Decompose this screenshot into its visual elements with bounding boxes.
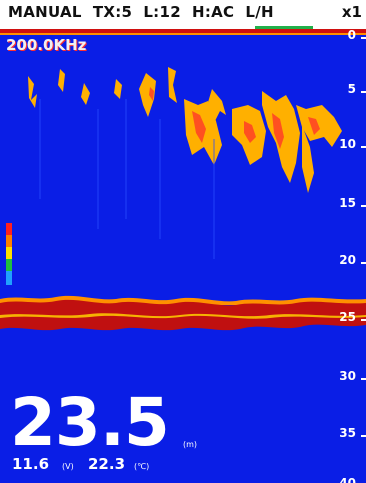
echo-core	[149, 87, 320, 149]
voltage-readout: 11.6	[12, 455, 50, 473]
gain-color-green	[6, 259, 12, 271]
tick-mark	[361, 262, 366, 264]
temperature-readout: 22.3	[88, 455, 126, 473]
noise-streaks	[39, 99, 215, 259]
depth-tick-30: 30	[339, 369, 356, 383]
tick-mark	[361, 146, 366, 148]
tick-mark	[361, 205, 366, 207]
gain-color-yellow	[6, 247, 12, 259]
depth-tick-20: 20	[339, 253, 356, 267]
range-label[interactable]: L/H	[245, 3, 274, 21]
gain-color-blue	[6, 271, 12, 285]
tx-label[interactable]: TX:5	[92, 3, 133, 21]
gain-color-orange	[6, 235, 12, 247]
depth-readout: 23.5	[10, 384, 170, 461]
level-label[interactable]: L:12	[143, 3, 181, 21]
depth-tick-10: 10	[339, 137, 356, 151]
surface-line	[0, 29, 366, 33]
tick-mark	[361, 37, 366, 39]
depth-tick-40: 40	[339, 476, 356, 483]
tick-mark	[361, 378, 366, 380]
depth-tick-35: 35	[339, 426, 356, 440]
scroll-indicator	[255, 26, 313, 29]
zoom-label[interactable]: x1	[341, 3, 362, 21]
frequency-label: 200.0KHz	[6, 36, 87, 54]
echogram-canvas	[0, 29, 366, 331]
surface-line-glow	[0, 33, 366, 35]
depth-tick-5: 5	[347, 82, 356, 96]
echo-scatter	[28, 67, 342, 193]
depth-unit: (m)	[183, 440, 198, 449]
tick-mark	[361, 435, 366, 437]
gain-color-red	[6, 223, 12, 235]
tick-mark	[361, 319, 366, 321]
echogram[interactable]: 200.0KHz 0 5 10 15 20 25 30 35 40 23.5 (…	[0, 29, 366, 483]
status-bar: MANUAL TX:5 L:12 H:AC L/H x1	[0, 0, 366, 29]
mode-label[interactable]: MANUAL	[8, 3, 82, 21]
bottom-echo-inner	[0, 313, 366, 319]
tick-mark	[361, 91, 366, 93]
depth-tick-0: 0	[347, 29, 356, 42]
depth-tick-25: 25	[339, 310, 356, 324]
voltage-unit: (V)	[62, 462, 74, 471]
status-line: MANUAL TX:5 L:12 H:AC L/H	[8, 3, 274, 21]
temperature-unit: (℃)	[134, 462, 150, 471]
depth-tick-15: 15	[339, 196, 356, 210]
heave-label[interactable]: H:AC	[192, 3, 235, 21]
